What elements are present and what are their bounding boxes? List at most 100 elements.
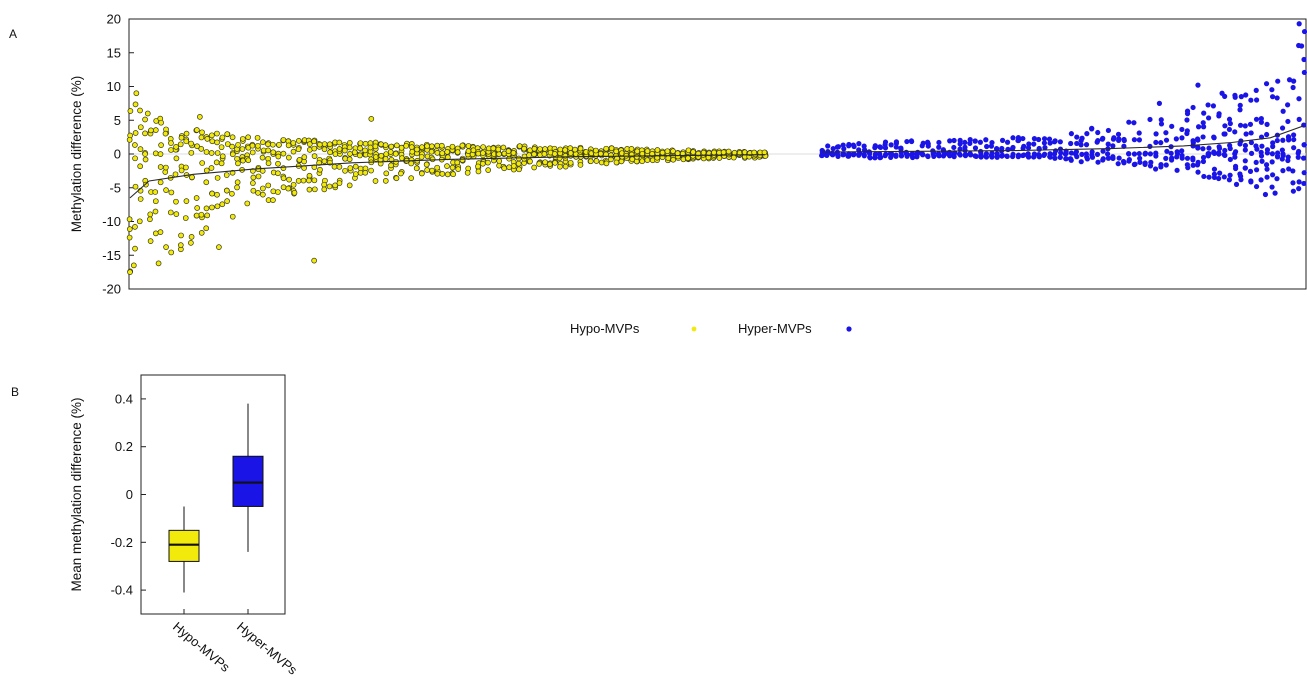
- hyper-point: [1248, 178, 1254, 184]
- hyper-point: [1184, 117, 1190, 123]
- hyper-point: [882, 145, 889, 151]
- hyper-point: [1179, 148, 1185, 154]
- hypo-point: [593, 147, 599, 154]
- hypo-point: [275, 153, 282, 160]
- hypo-point: [501, 165, 508, 172]
- hypo-point: [382, 178, 389, 184]
- hyper-point: [1211, 135, 1217, 141]
- hyper-point: [1126, 158, 1132, 164]
- hyper-point: [1226, 126, 1233, 133]
- hyper-point: [1200, 124, 1207, 130]
- hyper-point: [1248, 139, 1255, 146]
- hypo-point: [250, 187, 257, 194]
- hypo-point: [311, 177, 318, 184]
- hyper-point: [989, 150, 995, 156]
- hyper-point: [1259, 158, 1265, 164]
- hypo-point: [557, 163, 563, 170]
- hyper-point: [1046, 136, 1053, 142]
- hypo-point: [142, 156, 149, 163]
- hyper-point: [1242, 165, 1248, 171]
- hypo-point: [224, 141, 231, 147]
- y-tick-label: -0.2: [111, 535, 133, 550]
- hypo-point: [434, 164, 441, 171]
- hyper-point: [1205, 115, 1212, 121]
- hypo-point: [711, 149, 717, 156]
- hyper-point: [1105, 155, 1111, 161]
- hyper-point: [1219, 90, 1225, 96]
- hypo-point: [352, 163, 359, 170]
- hyper-point: [1222, 147, 1228, 154]
- hypo-point: [480, 144, 486, 150]
- hypo-point: [392, 150, 399, 157]
- hypo-point: [521, 145, 527, 152]
- hyper-point: [1291, 136, 1297, 143]
- hyper-point: [878, 144, 884, 151]
- hyper-point: [1237, 173, 1244, 179]
- hyper-point: [1201, 173, 1207, 180]
- hypo-point: [239, 136, 246, 142]
- hyper-point: [1275, 150, 1281, 156]
- hyper-point: [1258, 116, 1264, 122]
- hyper-point: [1190, 162, 1196, 168]
- hyper-point: [1296, 179, 1302, 185]
- hyper-point: [1036, 136, 1042, 143]
- hypo-point: [679, 150, 686, 157]
- hypo-point: [235, 141, 241, 148]
- hyper-point: [925, 153, 931, 160]
- hyper-point: [1254, 146, 1260, 152]
- hyper-point: [1280, 151, 1286, 157]
- hyper-point: [1142, 151, 1148, 157]
- hyper-point: [1291, 145, 1297, 151]
- hypo-point: [168, 140, 174, 146]
- hypo-point: [152, 189, 159, 195]
- hypo-point: [603, 160, 610, 167]
- hyper-point: [1147, 163, 1154, 169]
- hypo-point: [223, 187, 230, 194]
- hyper-point: [1237, 102, 1243, 108]
- hypo-point: [280, 165, 287, 171]
- hyper-point: [1291, 132, 1297, 138]
- hypo-point: [613, 159, 620, 166]
- hyper-point: [967, 136, 973, 143]
- hyper-point: [1263, 81, 1270, 87]
- hyper-point: [1020, 135, 1026, 142]
- scatter-y-axis: 20 15 10 5 0 -5 -10 -15 -20: [102, 12, 134, 297]
- hyper-point: [877, 155, 883, 161]
- hyper-point: [1136, 137, 1142, 143]
- hyper-point: [1301, 180, 1307, 187]
- hyper-point: [1105, 127, 1112, 134]
- hyper-point: [1126, 150, 1132, 157]
- hyper-point: [1153, 153, 1159, 159]
- hypo-point: [618, 158, 625, 165]
- hyper-point: [888, 142, 894, 148]
- hypo-point: [378, 152, 385, 159]
- hyper-point: [1247, 121, 1254, 127]
- hyper-point: [1174, 150, 1181, 157]
- hyper-point: [898, 153, 905, 159]
- hyper-point: [872, 151, 879, 157]
- hypo-point: [475, 168, 482, 175]
- hypo-point: [485, 159, 491, 166]
- hypo-point: [142, 151, 148, 157]
- hyper-point: [1248, 150, 1255, 156]
- hypo-point: [542, 146, 548, 152]
- hyper-point: [1248, 97, 1254, 103]
- hypo-point: [194, 127, 200, 133]
- hypo-point: [173, 144, 179, 150]
- hyper-point: [1280, 137, 1286, 143]
- hyper-point: [1253, 116, 1260, 122]
- hypo-point: [670, 156, 677, 163]
- hypo-point: [444, 171, 451, 178]
- hyper-point: [1068, 140, 1074, 147]
- hyper-point: [1099, 136, 1106, 142]
- hypo-point: [197, 114, 203, 120]
- hypo-point: [552, 160, 558, 166]
- hypo-point: [213, 159, 220, 166]
- hypo-point: [613, 148, 620, 155]
- hypo-point: [255, 190, 261, 196]
- hyper-point: [994, 151, 1000, 157]
- hyper-point: [1247, 168, 1254, 174]
- hyper-point: [1206, 145, 1212, 151]
- hyper-point: [1210, 103, 1217, 109]
- hypo-point: [597, 150, 604, 157]
